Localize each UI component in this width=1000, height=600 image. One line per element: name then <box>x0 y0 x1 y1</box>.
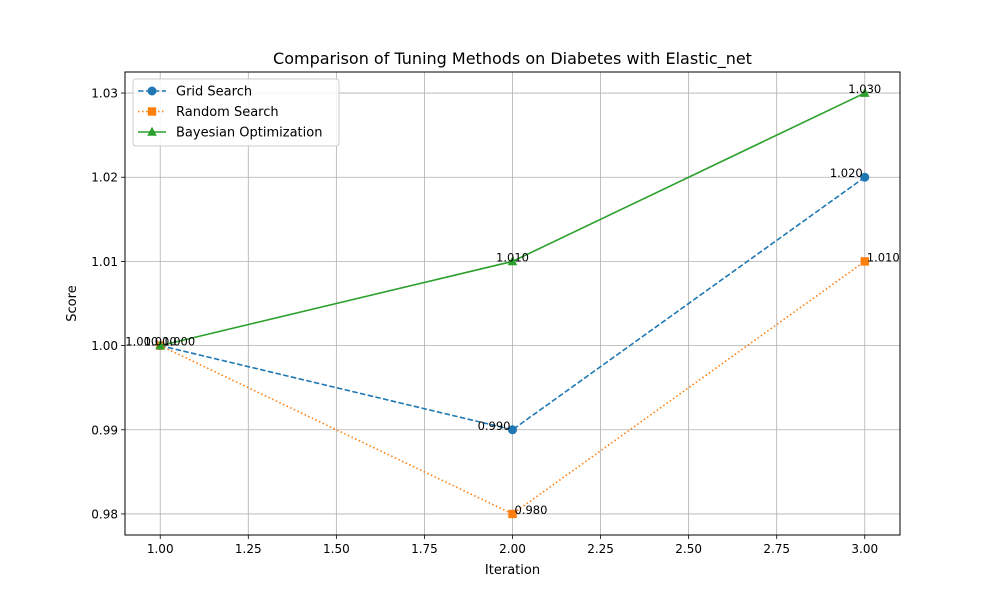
legend: Grid Search Random Search Bayesian Optimiz… <box>132 78 340 147</box>
x-axis-ticks: 1.00 1.25 1.50 1.75 2.00 2.25 2.50 2.75 3.00 <box>147 535 878 556</box>
x-tick-label: 1.00 <box>147 542 174 556</box>
legend-marker-random-search <box>147 107 157 116</box>
x-tick-label: 3.00 <box>851 542 878 556</box>
data-label-random-search: 0.980 <box>515 503 548 517</box>
data-label-random-search: 1.010 <box>867 250 900 264</box>
y-tick-label: 1.01 <box>91 255 118 269</box>
data-label-grid-search: 0.990 <box>478 419 511 433</box>
y-tick-label: 0.99 <box>91 423 118 437</box>
x-tick-label: 2.25 <box>587 542 614 556</box>
data-point-bayesian-optimization <box>155 340 166 350</box>
legend-marker-grid-search <box>147 86 157 96</box>
y-tick-label: 1.02 <box>91 171 118 185</box>
data-point-bayesian-optimization <box>859 87 870 97</box>
legend-label-bayesian-optimization: Bayesian Optimization <box>176 126 322 141</box>
data-point-random-search <box>860 257 869 266</box>
legend-marker-bayesian-optimization <box>147 126 157 136</box>
data-point-grid-search <box>508 425 517 435</box>
data-label-bayesian-optimization: 1.000 <box>144 335 177 349</box>
series-lines <box>155 87 870 519</box>
legend-box <box>132 78 340 147</box>
data-point-grid-search <box>860 172 870 182</box>
y-axis-title: Score <box>65 285 80 321</box>
y-axis-ticks: 0.98 0.99 1.00 1.01 1.02 1.03 <box>91 87 125 521</box>
data-label-grid-search: 1.020 <box>830 166 863 180</box>
legend-label-random-search: Random Search <box>176 105 279 120</box>
data-point-random-search <box>508 509 517 519</box>
data-label-bayesian-optimization: 1.030 <box>848 82 881 96</box>
data-labels: 1.000 0.990 1.020 1.000 0.980 1.010 1.000 1.010… <box>125 82 899 517</box>
x-axis-title: Iteration <box>485 563 540 578</box>
series-line-grid-search <box>160 176 866 431</box>
series-bayesian-optimization <box>155 87 870 350</box>
legend-label-grid-search: Grid Search <box>176 85 252 100</box>
y-tick-label: 0.98 <box>91 507 118 521</box>
x-tick-label: 2.50 <box>675 542 702 556</box>
chart-title: Comparison of Tuning Methods on Diabetes… <box>273 49 752 69</box>
data-point-bayesian-optimization <box>507 256 518 266</box>
x-tick-label: 1.75 <box>411 542 438 556</box>
data-label-bayesian-optimization: 1.010 <box>496 250 529 264</box>
x-tick-label: 2.75 <box>763 542 790 556</box>
y-tick-label: 1.00 <box>91 339 118 353</box>
x-tick-label: 1.50 <box>323 542 350 556</box>
data-label-random-search: 1.000 <box>162 335 195 349</box>
x-tick-label: 1.25 <box>235 542 262 556</box>
data-label-grid-search: 1.000 <box>125 335 158 349</box>
y-tick-label: 1.03 <box>91 87 118 101</box>
x-tick-label: 2.00 <box>499 542 526 556</box>
